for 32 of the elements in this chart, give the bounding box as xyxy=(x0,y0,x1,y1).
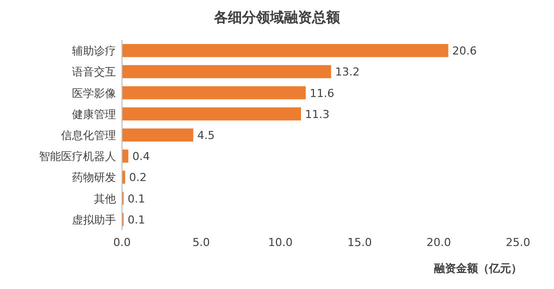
y-tick-label: 辅助诊疗 xyxy=(72,44,116,58)
y-tick-label: 虚拟助手 xyxy=(72,213,116,226)
data-label: 13.2 xyxy=(335,66,360,79)
x-tick-label: 0.0 xyxy=(113,236,131,249)
data-label: 0.1 xyxy=(128,213,146,226)
y-tick-label: 其他 xyxy=(94,192,116,206)
data-label: 11.6 xyxy=(310,86,334,100)
data-label: 20.6 xyxy=(452,44,477,58)
y-tick-label: 健康管理 xyxy=(72,108,116,121)
bar xyxy=(122,128,194,142)
bar xyxy=(122,86,306,100)
data-label: 4.5 xyxy=(197,129,215,142)
y-tick-label: 智能医疗机器人 xyxy=(39,150,116,164)
bar xyxy=(122,65,332,78)
x-tick-label: 20.0 xyxy=(426,236,452,249)
x-tick-label: 25.0 xyxy=(506,236,530,249)
x-axis-title: 融资金额（亿元） xyxy=(434,262,522,275)
y-tick-label: 医学影像 xyxy=(72,86,116,100)
x-tick-label: 5.0 xyxy=(192,236,210,249)
data-label: 0.1 xyxy=(128,192,146,206)
x-tick-label: 15.0 xyxy=(347,236,372,249)
data-label: 11.3 xyxy=(304,108,330,121)
x-tick-label: 10.0 xyxy=(268,236,293,249)
y-tick-label: 药物研发 xyxy=(72,171,116,184)
bar xyxy=(122,150,128,163)
bar xyxy=(122,44,448,58)
data-label: 0.2 xyxy=(129,171,147,184)
y-tick-label: 语音交互 xyxy=(72,66,116,79)
y-tick-label: 信息化管理 xyxy=(61,129,116,142)
chart-title: 各细分领域融资总额 xyxy=(213,9,341,26)
bar xyxy=(122,107,301,120)
data-label: 0.4 xyxy=(132,150,150,164)
